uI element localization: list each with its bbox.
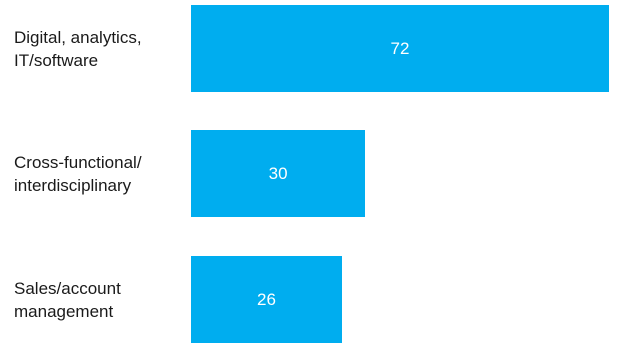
bar-value-label: 72 — [390, 38, 410, 58]
bar-value-label: 30 — [268, 163, 288, 183]
bar — [191, 256, 342, 343]
category-label: Cross-functional/ interdisciplinary — [14, 152, 142, 195]
bar — [191, 5, 609, 92]
bar — [191, 130, 366, 217]
bar-value-label: 26 — [257, 289, 276, 309]
category-label: Sales/account management — [14, 278, 121, 321]
category-label: Digital, analytics, IT/software — [14, 27, 142, 70]
